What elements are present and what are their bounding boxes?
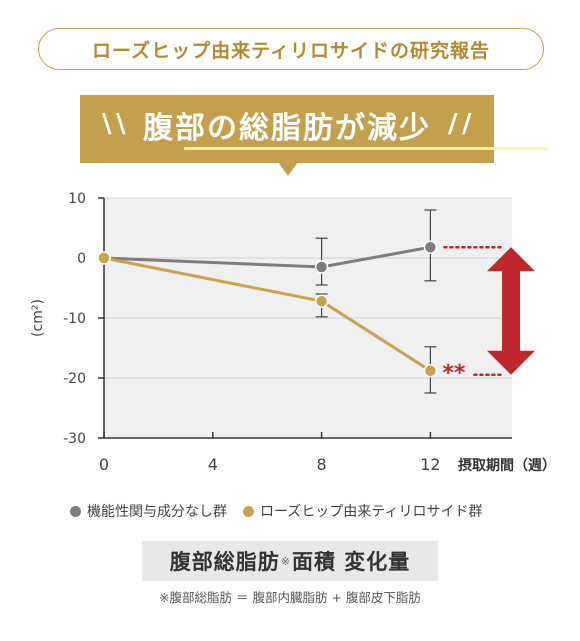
data-point-1 — [423, 364, 438, 378]
y-tick-label: -10 — [63, 311, 86, 327]
data-point-1 — [314, 294, 329, 308]
metric-title-main: 腹部総脂肪 — [169, 550, 280, 574]
banner-title: 腹部の総脂肪が減少 — [143, 111, 431, 146]
data-point-1 — [97, 251, 111, 265]
result-banner: \ \ 腹部の総脂肪が減少 / / — [80, 95, 548, 163]
legend-item-tiliroside: ローズヒップ由来ティリロサイド群 — [243, 501, 482, 521]
legend-label-control: 機能性関与成分なし群 — [87, 504, 227, 520]
banner-pointer — [278, 162, 298, 176]
deco-slash-left-1: \ — [102, 109, 112, 139]
x-tick-label: 4 — [208, 455, 218, 474]
deco-slash-right-2: / — [462, 109, 472, 139]
metric-title-rest: 面積 変化量 — [291, 550, 411, 574]
chart-legend: 機能性関与成分なし群 ローズヒップ由来ティリロサイド群 — [70, 500, 498, 522]
metric-title: 腹部総脂肪 ※ 面積 変化量 — [142, 541, 438, 581]
difference-arrow — [487, 247, 535, 375]
x-tick-label: 8 — [317, 455, 327, 474]
y-tick-label: -30 — [63, 431, 86, 447]
footnote: ※腹部総脂肪 ＝ 腹部内臓脂肪 + 腹部皮下脂肪 — [159, 590, 421, 605]
y-axis-label: (cm²) — [30, 299, 46, 337]
y-tick-label: 0 — [77, 251, 86, 267]
study-report-label: ローズヒップ由来ティリロサイドの研究報告 — [38, 28, 544, 70]
y-tick-label: 10 — [68, 191, 86, 207]
legend-dot-tiliroside — [243, 505, 254, 517]
x-axis-label: 摂取期間（週） — [458, 457, 556, 474]
deco-slash-right-1: / — [448, 109, 458, 139]
metric-title-mark: ※ — [280, 554, 291, 568]
y-tick-label: -20 — [63, 371, 86, 387]
deco-slash-left-2: \ — [116, 109, 126, 139]
x-tick-label: 0 — [99, 455, 109, 474]
line-chart: 10 0 -10 -20 -30 0 4 8 12 (cm²) 摂取期間（週） ** — [30, 191, 556, 474]
data-point-0 — [423, 240, 438, 254]
data-point-0 — [314, 260, 329, 274]
significance-label: ** — [442, 361, 466, 386]
legend-item-control: 機能性関与成分なし群 — [70, 501, 227, 521]
banner-underline — [184, 147, 548, 150]
legend-label-tiliroside: ローズヒップ由来ティリロサイド群 — [260, 504, 483, 520]
legend-dot-control — [70, 505, 81, 517]
x-tick-label: 12 — [420, 455, 440, 474]
